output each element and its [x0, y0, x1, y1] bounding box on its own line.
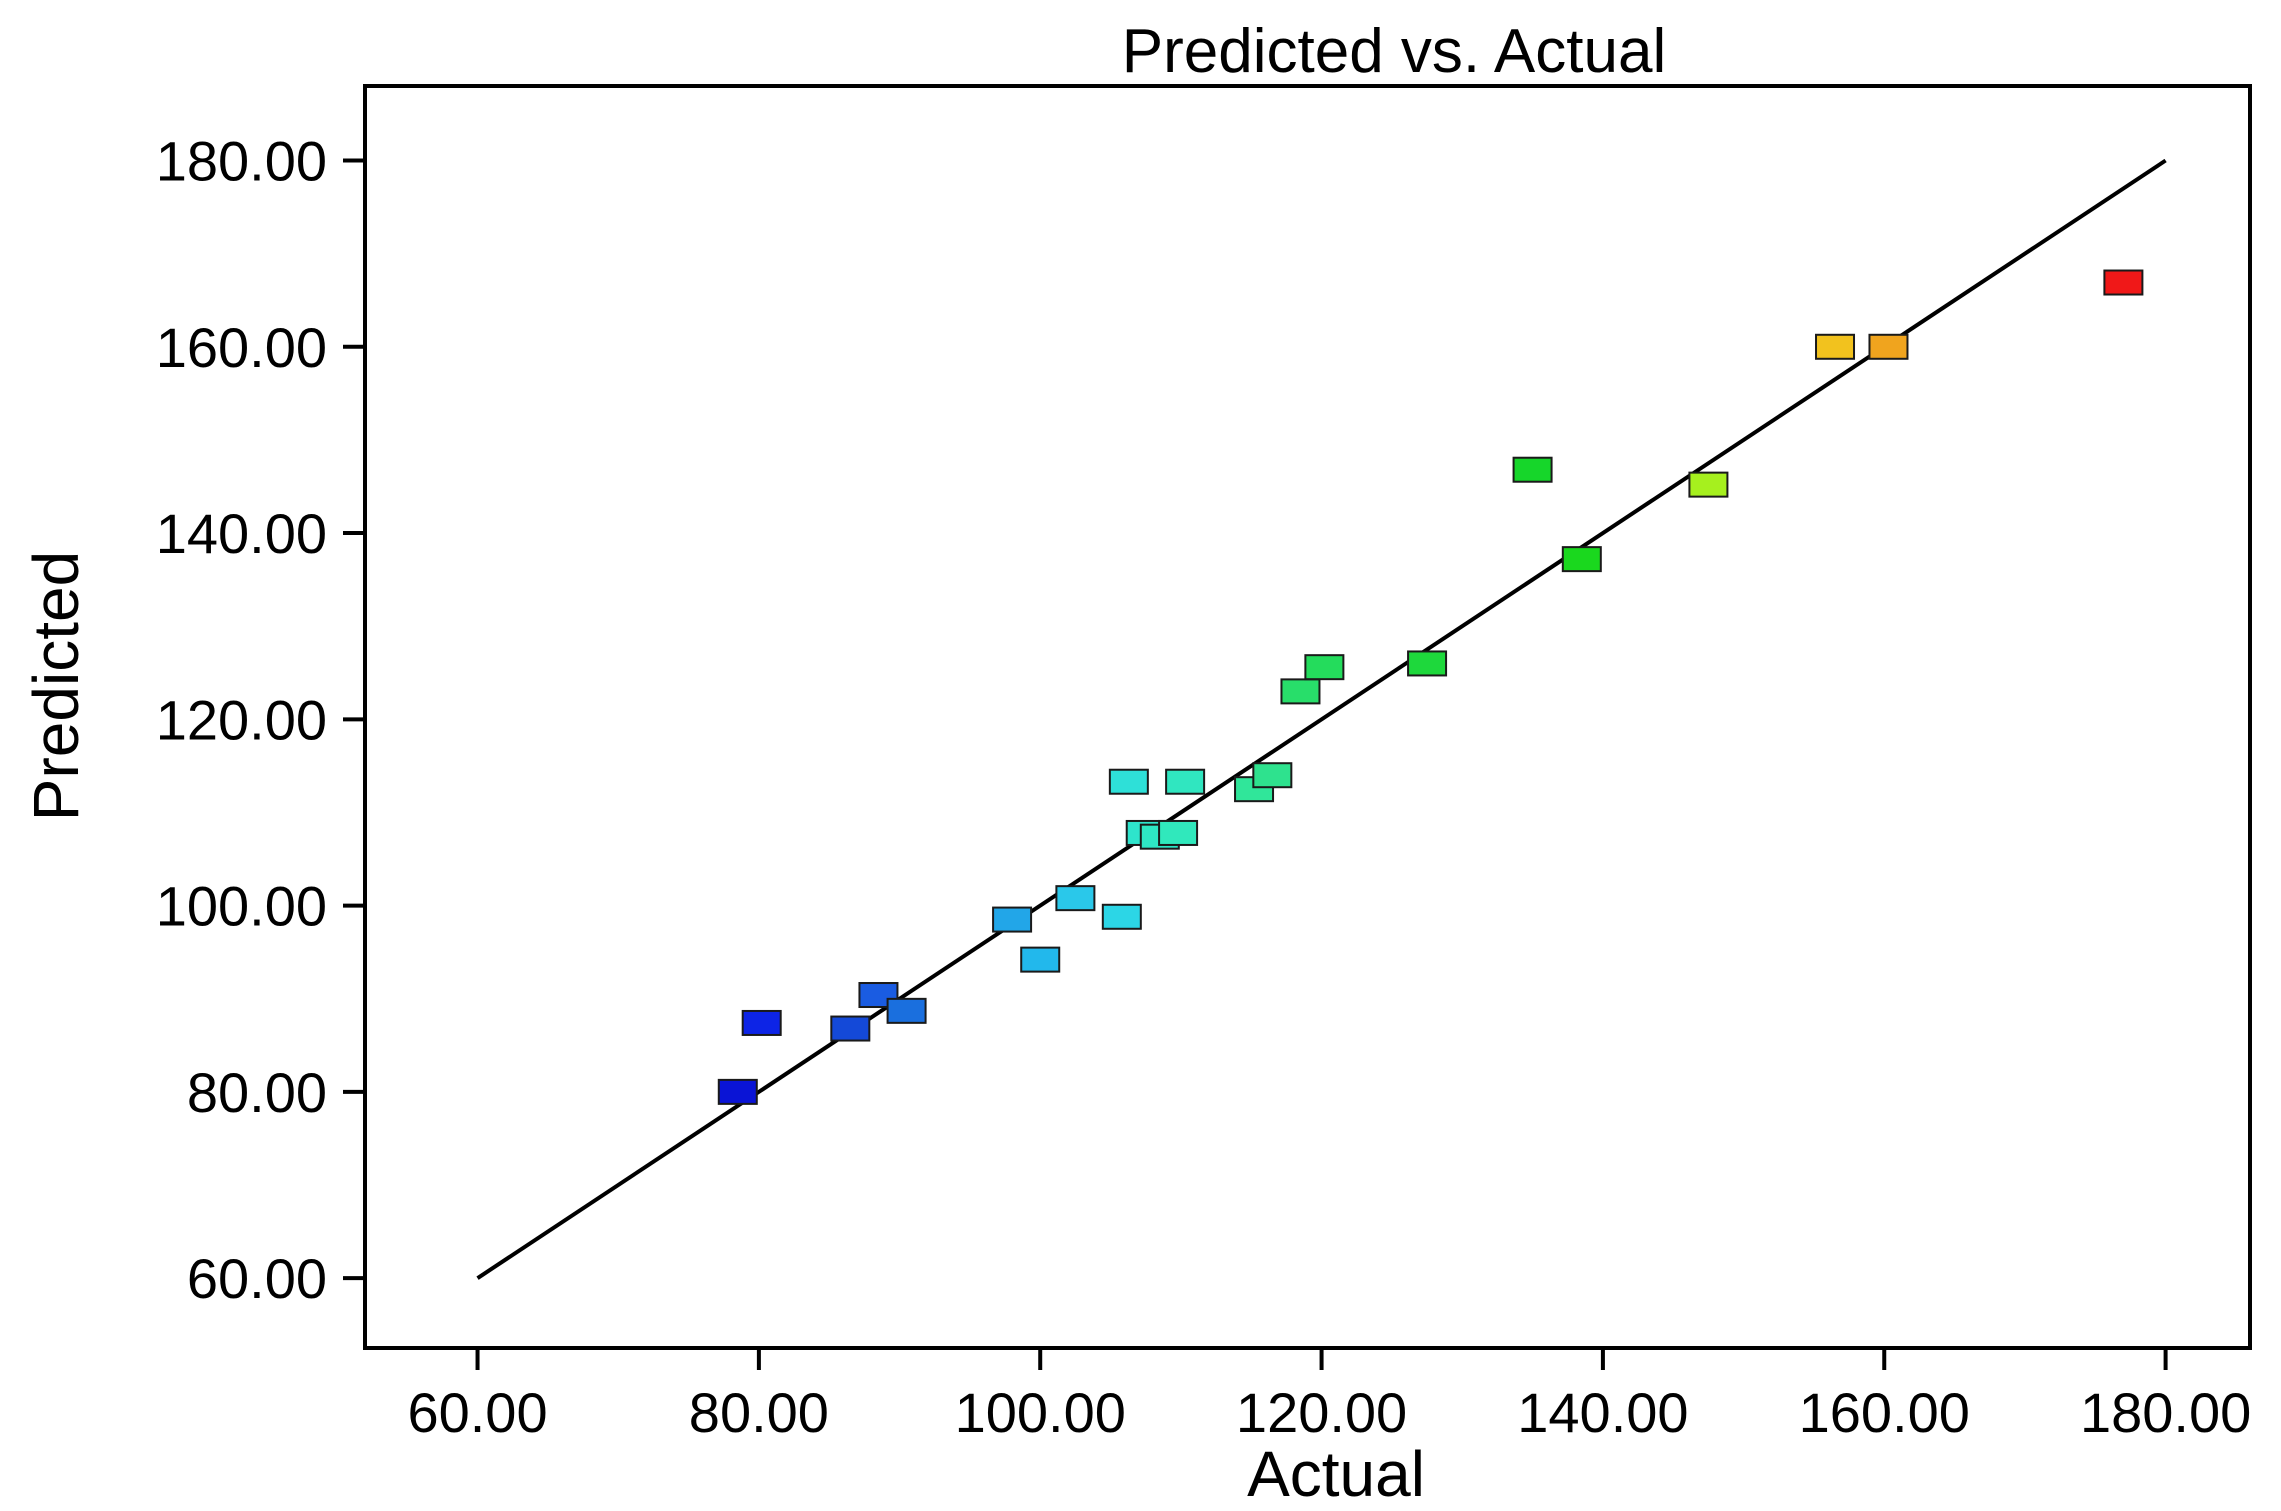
plot-frame [363, 84, 2252, 1350]
y-axis-label: Predicted [20, 551, 92, 821]
data-point [1304, 654, 1345, 681]
data-point [830, 1015, 871, 1042]
data-point [1165, 768, 1206, 795]
y-tick-label: 140.00 [156, 502, 327, 565]
x-tick-label: 160.00 [1799, 1381, 1970, 1444]
x-tick-label: 100.00 [955, 1381, 1126, 1444]
data-point [2103, 269, 2144, 296]
data-point [1688, 471, 1729, 498]
y-tick-label: 180.00 [156, 130, 327, 193]
data-point [1407, 650, 1448, 677]
data-point [741, 1009, 782, 1036]
data-point [1512, 456, 1553, 483]
y-tick-label: 60.00 [187, 1247, 327, 1310]
data-point [1108, 768, 1149, 795]
y-axis: 60.00 80.00 100.00 120.00 140.00 160.00 180.00 [156, 130, 365, 1310]
x-axis: 60.00 80.00 100.00 120.00 140.00 160.00 180.00 [407, 1348, 2251, 1444]
data-point [1020, 946, 1061, 973]
x-tick-label: 80.00 [689, 1381, 829, 1444]
chart-title: Predicted vs. Actual [1122, 17, 1667, 86]
data-point [1158, 819, 1199, 846]
data-point [1815, 333, 1856, 360]
data-points [717, 269, 2144, 1105]
x-tick-label: 120.00 [1236, 1381, 1407, 1444]
data-point [886, 997, 927, 1024]
data-point [1055, 885, 1096, 912]
x-axis-label: Actual [1247, 1438, 1425, 1510]
y-tick-label: 120.00 [156, 688, 327, 751]
data-point [992, 906, 1033, 933]
data-point [1280, 678, 1321, 705]
y-tick-label: 160.00 [156, 316, 327, 379]
data-point [1868, 333, 1909, 360]
x-tick-label: 60.00 [407, 1381, 547, 1444]
y-tick-label: 100.00 [156, 875, 327, 938]
x-tick-label: 140.00 [1517, 1381, 1688, 1444]
data-point [1252, 762, 1293, 789]
data-point [1101, 903, 1142, 930]
data-point [717, 1078, 758, 1105]
y-tick-label: 80.00 [187, 1061, 327, 1124]
data-point [1561, 546, 1602, 573]
x-tick-label: 180.00 [2080, 1381, 2251, 1444]
